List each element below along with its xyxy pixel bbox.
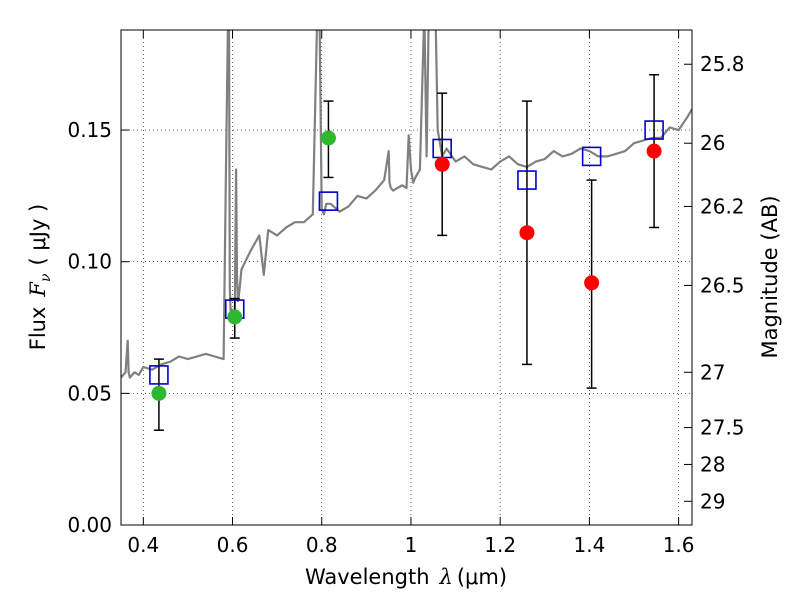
model-square-4 [517, 170, 537, 190]
y2-tick-label-6: 28 [700, 452, 725, 476]
y-axis: 0.00 0.05 0.10 0.15 [67, 118, 129, 537]
grid [121, 30, 692, 526]
data-point-1-1 [227, 309, 243, 325]
data-point-1-0 [151, 385, 167, 401]
y2-tick-label-7: 29 [700, 489, 725, 513]
y2-tick-label-2: 26.2 [700, 194, 745, 218]
y2-tick-label-0: 25.8 [700, 52, 745, 76]
x-tick-label-0: 0.4 [127, 533, 159, 557]
model-square-0 [149, 365, 169, 385]
data-point-2-2 [584, 275, 600, 291]
y-tick-label-1: 0.05 [67, 381, 112, 405]
y-tick-label-0: 0.00 [67, 513, 112, 537]
y-axis-label: FluxFν( μJy ) [26, 204, 54, 350]
x-axis-label: Wavelength λ (μm) [305, 565, 507, 589]
spectrum-line [121, 30, 692, 379]
y-tick-label-2: 0.10 [67, 250, 112, 274]
model-square-6 [644, 120, 664, 140]
x-tick-label-4: 1.2 [484, 533, 516, 557]
plot-content [121, 30, 692, 431]
y2-tick-label-1: 26 [700, 131, 725, 155]
data-point-2-3 [646, 143, 662, 159]
x-tick-label-5: 1.4 [573, 533, 605, 557]
data-point-2-0 [434, 156, 450, 172]
x-axis: 0.4 0.6 0.8 1 1.2 1.4 1.6 [127, 30, 695, 557]
x-tick-label-2: 0.8 [306, 533, 338, 557]
model-square-5 [581, 146, 602, 167]
plot-background [121, 30, 692, 525]
x-tick-label-6: 1.6 [663, 533, 695, 557]
data-point-1-2 [320, 130, 336, 146]
y2-tick-label-5: 27.5 [700, 416, 745, 440]
y-tick-label-3: 0.15 [67, 118, 112, 142]
markers [149, 120, 664, 401]
y2-tick-label-3: 26.5 [700, 273, 745, 297]
data-point-2-1 [519, 225, 535, 241]
x-tick-label-3: 1 [405, 533, 418, 557]
model-square-2 [318, 191, 339, 211]
x-tick-label-1: 0.6 [217, 533, 249, 557]
y2-axis: 25.8 26 26.2 26.5 27 27.5 28 29 [684, 52, 745, 513]
plot-frame [120, 29, 693, 526]
y2-axis-label: Magnitude (AB) [758, 195, 782, 358]
y2-tick-label-4: 27 [700, 360, 725, 384]
